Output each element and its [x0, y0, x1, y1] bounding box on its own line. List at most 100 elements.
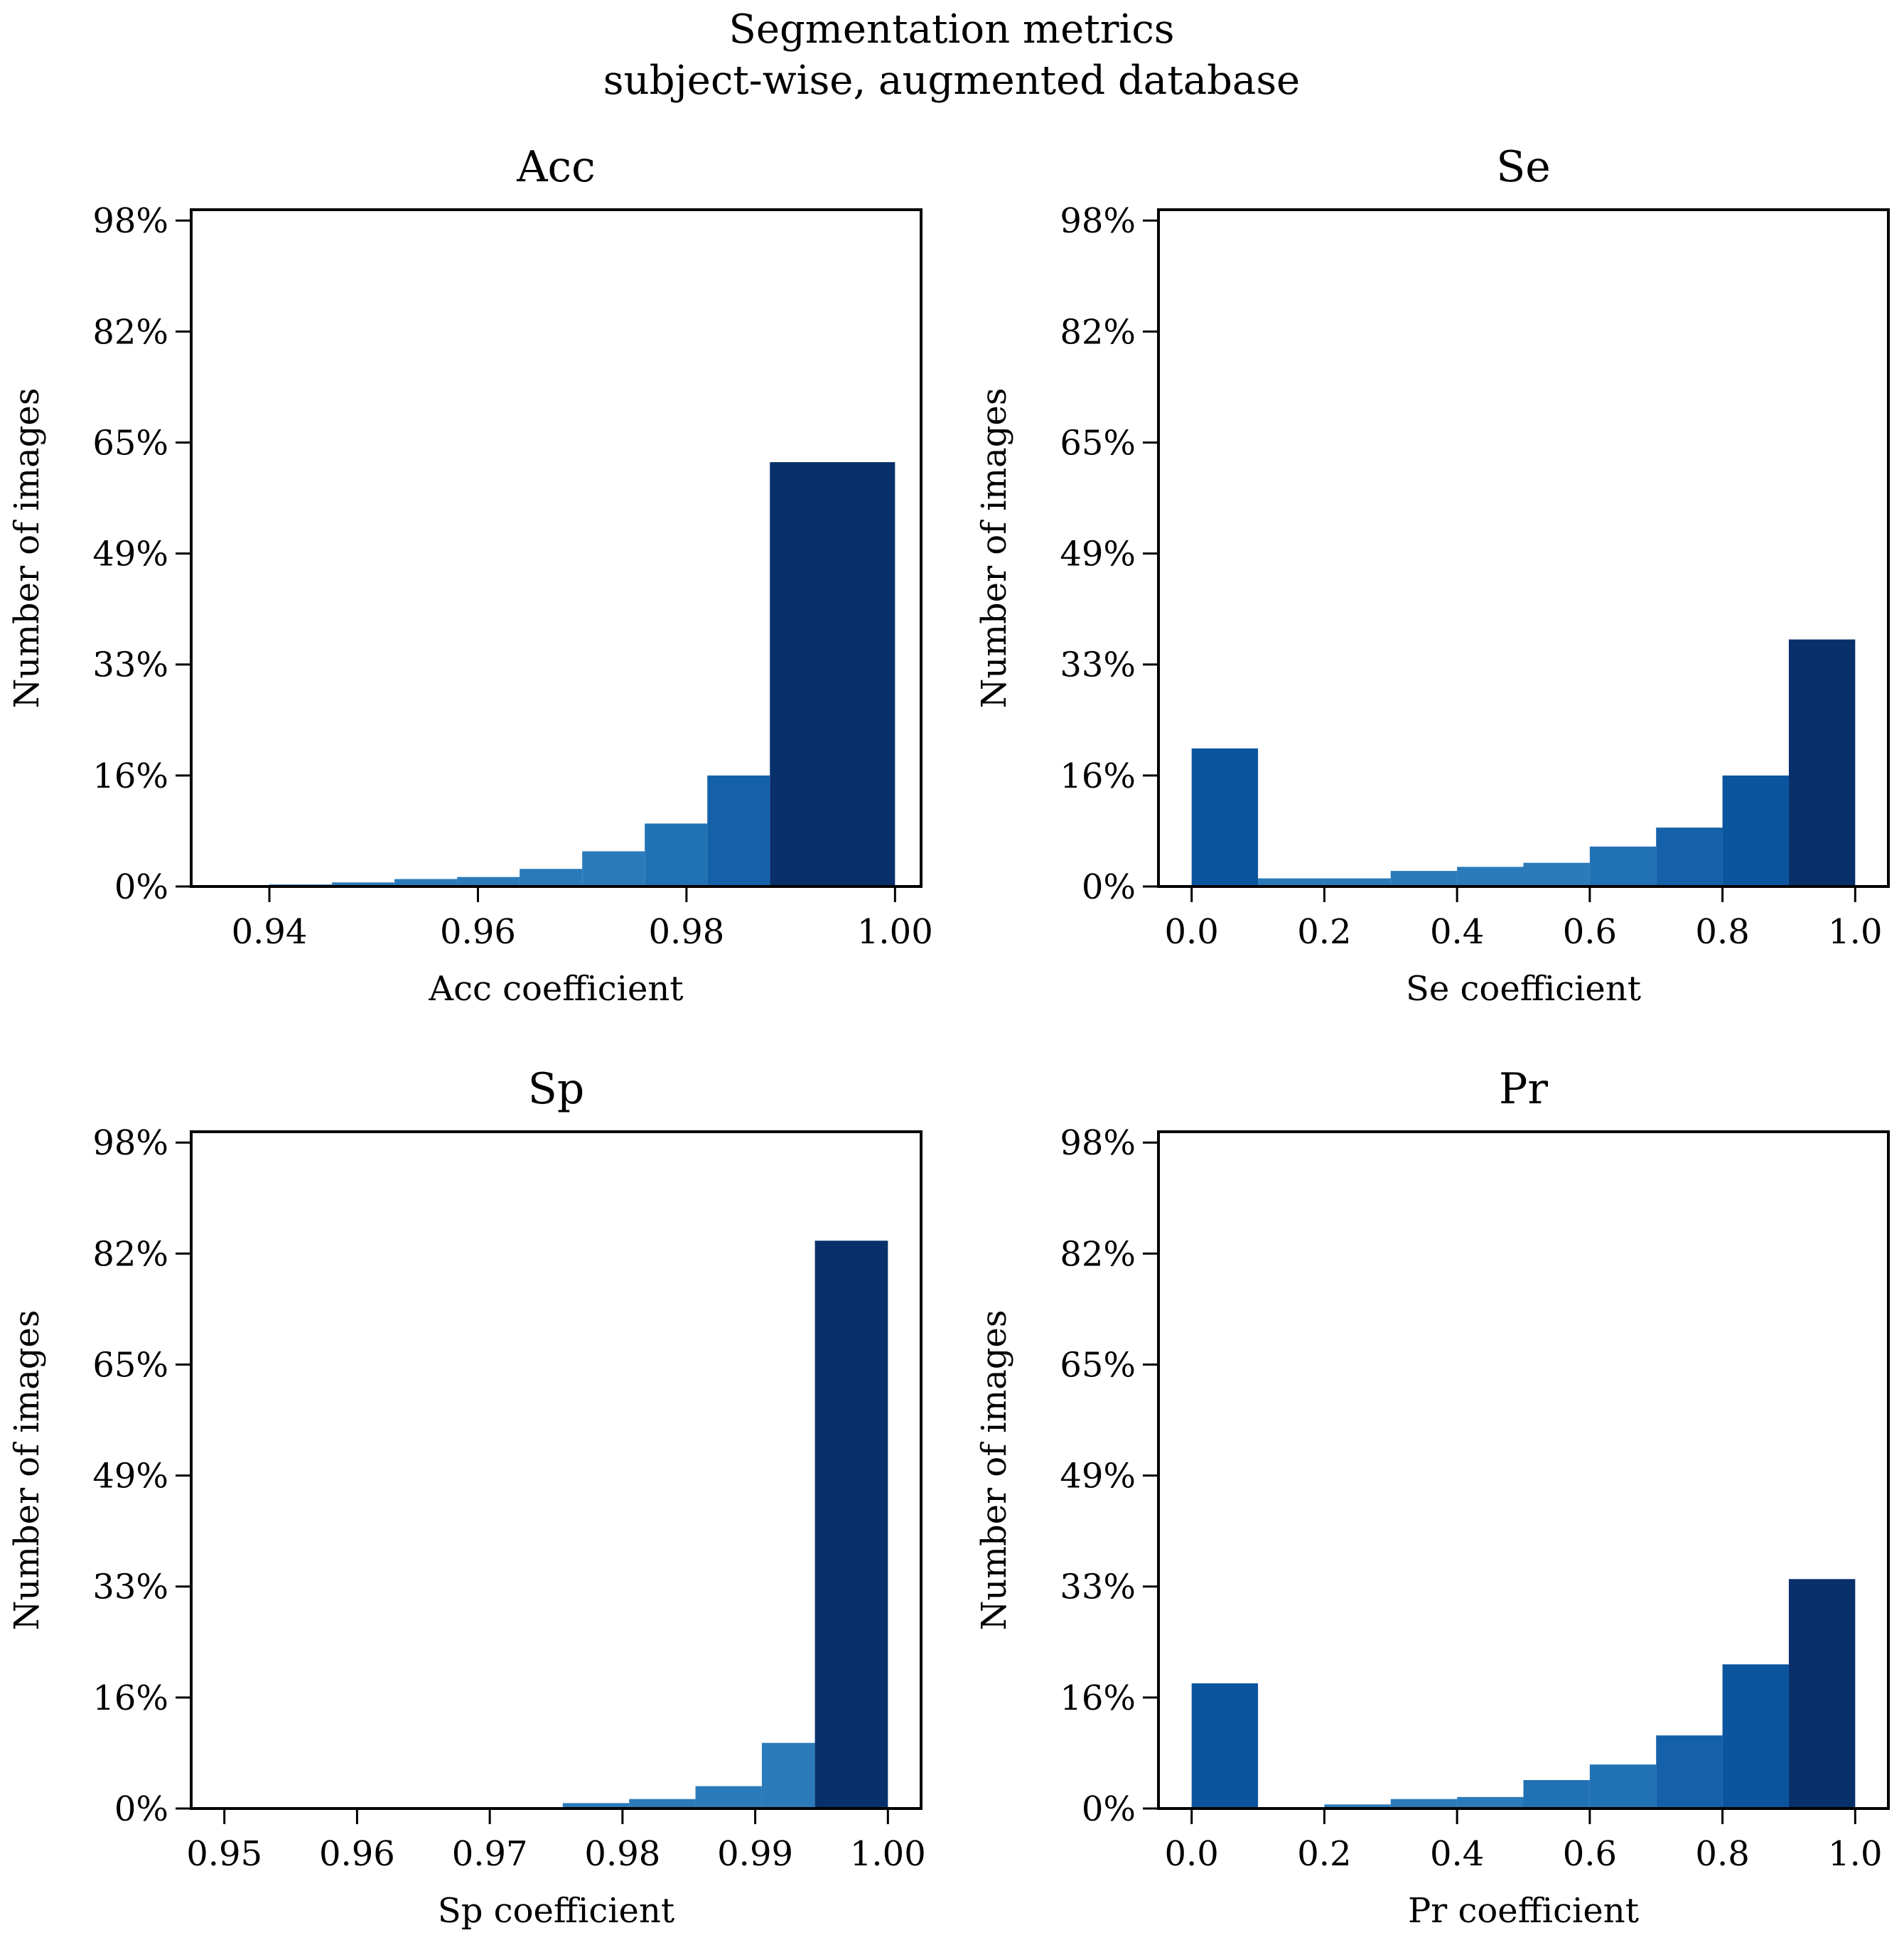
acc-ytick-label: 0% — [114, 867, 168, 907]
se-title: Se — [1496, 142, 1551, 192]
pr-bar — [1523, 1780, 1590, 1809]
acc-ytick-label: 98% — [92, 201, 168, 241]
se-ytick-label: 82% — [1060, 312, 1136, 352]
pr-xlabel: Pr coefficient — [1408, 1891, 1639, 1931]
sp-ytick-label: 98% — [92, 1123, 168, 1163]
pr-ytick-label: 98% — [1060, 1123, 1136, 1163]
pr-ytick-label: 0% — [1082, 1789, 1136, 1829]
sp-bar — [761, 1742, 815, 1809]
pr-xtick-label: 0.0 — [1165, 1834, 1219, 1874]
pr-ytick-label: 49% — [1060, 1457, 1136, 1496]
acc-ytick-label: 82% — [92, 312, 168, 352]
se-ytick-label: 98% — [1060, 201, 1136, 241]
acc-bar — [707, 775, 770, 886]
pr-ytick-label: 33% — [1060, 1568, 1136, 1607]
pr-title: Pr — [1499, 1064, 1548, 1114]
sp-xtick-label: 0.95 — [186, 1834, 262, 1874]
se-bar — [1788, 639, 1856, 886]
se-bar — [1656, 827, 1723, 886]
se-bar — [1324, 878, 1391, 886]
pr-bar — [1191, 1683, 1259, 1809]
se-bar — [1258, 878, 1325, 886]
sp-xtick-label: 0.96 — [319, 1834, 395, 1874]
sp-xtick-label: 0.98 — [584, 1834, 660, 1874]
acc-bar — [582, 851, 645, 886]
pr-bar — [1656, 1735, 1723, 1809]
se-bar — [1457, 867, 1524, 886]
panel-se: Se 0% 16% 33% 49% 65% 82% 98% 0.0 0.2 0.4 0.6 0.8 1.0… — [974, 142, 1890, 1009]
acc-ytick-label: 16% — [92, 756, 168, 796]
panel-sp: Sp 0% 16% 33% 49% 65% 82% 98% 0.95 0.96 0.97 0.98 0.… — [7, 1064, 926, 1931]
acc-bar — [457, 877, 520, 886]
sp-bar — [629, 1799, 696, 1809]
pr-xtick-label: 0.6 — [1563, 1834, 1617, 1874]
acc-bar — [770, 462, 895, 886]
figure-title-line2: subject-wise, augmented database — [603, 58, 1300, 104]
se-xtick-label: 0.8 — [1695, 912, 1749, 952]
se-xtick-label: 0.2 — [1297, 912, 1351, 952]
sp-xlabel: Sp coefficient — [438, 1891, 674, 1931]
se-ytick-label: 65% — [1060, 423, 1136, 463]
sp-bar — [695, 1786, 762, 1809]
se-ytick-label: 16% — [1060, 756, 1136, 796]
sp-axes-frame — [190, 1130, 923, 1810]
sp-title: Sp — [528, 1064, 585, 1114]
acc-ytick-label: 33% — [92, 645, 168, 685]
pr-ytick-label: 65% — [1060, 1345, 1136, 1385]
se-xtick-label: 0.6 — [1563, 912, 1617, 952]
pr-ytick-label: 82% — [1060, 1234, 1136, 1274]
sp-xtick-label: 0.97 — [452, 1834, 528, 1874]
sp-xtick-label: 1.00 — [850, 1834, 926, 1874]
panel-pr: Pr 0% 16% 33% 49% 65% 82% 98% 0.0 0.2 0.4 0.6 0.8 1.0… — [974, 1064, 1890, 1931]
se-xtick-label: 0.4 — [1430, 912, 1484, 952]
se-bar — [1523, 862, 1590, 886]
sp-ytick-label: 49% — [92, 1457, 168, 1496]
pr-bar — [1390, 1799, 1458, 1809]
pr-bar — [1457, 1796, 1524, 1809]
se-xlabel: Se coefficient — [1406, 969, 1641, 1009]
sp-ytick-label: 0% — [114, 1789, 168, 1829]
pr-ytick-label: 16% — [1060, 1678, 1136, 1718]
pr-bar — [1788, 1579, 1856, 1809]
acc-xlabel: Acc coefficient — [428, 969, 683, 1009]
acc-bar — [520, 869, 583, 886]
sp-xtick-label: 0.99 — [717, 1834, 793, 1874]
sp-ytick-label: 16% — [92, 1678, 168, 1718]
pr-bar — [1589, 1764, 1657, 1809]
acc-bar — [332, 882, 395, 886]
pr-xtick-label: 0.4 — [1430, 1834, 1484, 1874]
acc-ytick-label: 65% — [92, 423, 168, 463]
sp-ytick-label: 33% — [92, 1568, 168, 1607]
se-bar — [1589, 846, 1657, 886]
pr-bar — [1722, 1664, 1789, 1809]
se-xtick-label: 0.0 — [1165, 912, 1219, 952]
pr-xtick-label: 1.0 — [1828, 1834, 1882, 1874]
se-xtick-label: 1.0 — [1828, 912, 1882, 952]
acc-axes-frame — [190, 208, 923, 888]
se-ylabel: Number of images — [974, 388, 1014, 709]
pr-ylabel: Number of images — [974, 1310, 1014, 1631]
panel-acc: Acc 0% 16% 33% 49% 65% 82% 98% 0.94 0.96 0.98 1.00 A… — [7, 142, 933, 1009]
acc-ytick-label: 49% — [92, 535, 168, 574]
se-axes-frame — [1157, 208, 1890, 888]
se-ytick-label: 33% — [1060, 645, 1136, 685]
se-ytick-label: 49% — [1060, 535, 1136, 574]
sp-ytick-label: 82% — [92, 1234, 168, 1274]
sp-bar — [814, 1241, 888, 1809]
sp-bar — [562, 1803, 630, 1809]
acc-bar — [645, 823, 708, 886]
figure-title-line1: Segmentation metrics — [728, 6, 1174, 53]
acc-xtick-label: 0.98 — [648, 912, 724, 952]
acc-ylabel: Number of images — [7, 388, 47, 709]
pr-axes-frame — [1157, 1130, 1890, 1810]
acc-title: Acc — [516, 142, 596, 192]
acc-xtick-label: 0.94 — [232, 912, 308, 952]
pr-xtick-label: 0.8 — [1695, 1834, 1749, 1874]
acc-xtick-label: 0.96 — [440, 912, 516, 952]
pr-xtick-label: 0.2 — [1297, 1834, 1351, 1874]
se-bar — [1191, 748, 1259, 886]
sp-ytick-label: 65% — [92, 1345, 168, 1385]
se-ytick-label: 0% — [1082, 867, 1136, 907]
sp-ylabel: Number of images — [7, 1310, 47, 1631]
